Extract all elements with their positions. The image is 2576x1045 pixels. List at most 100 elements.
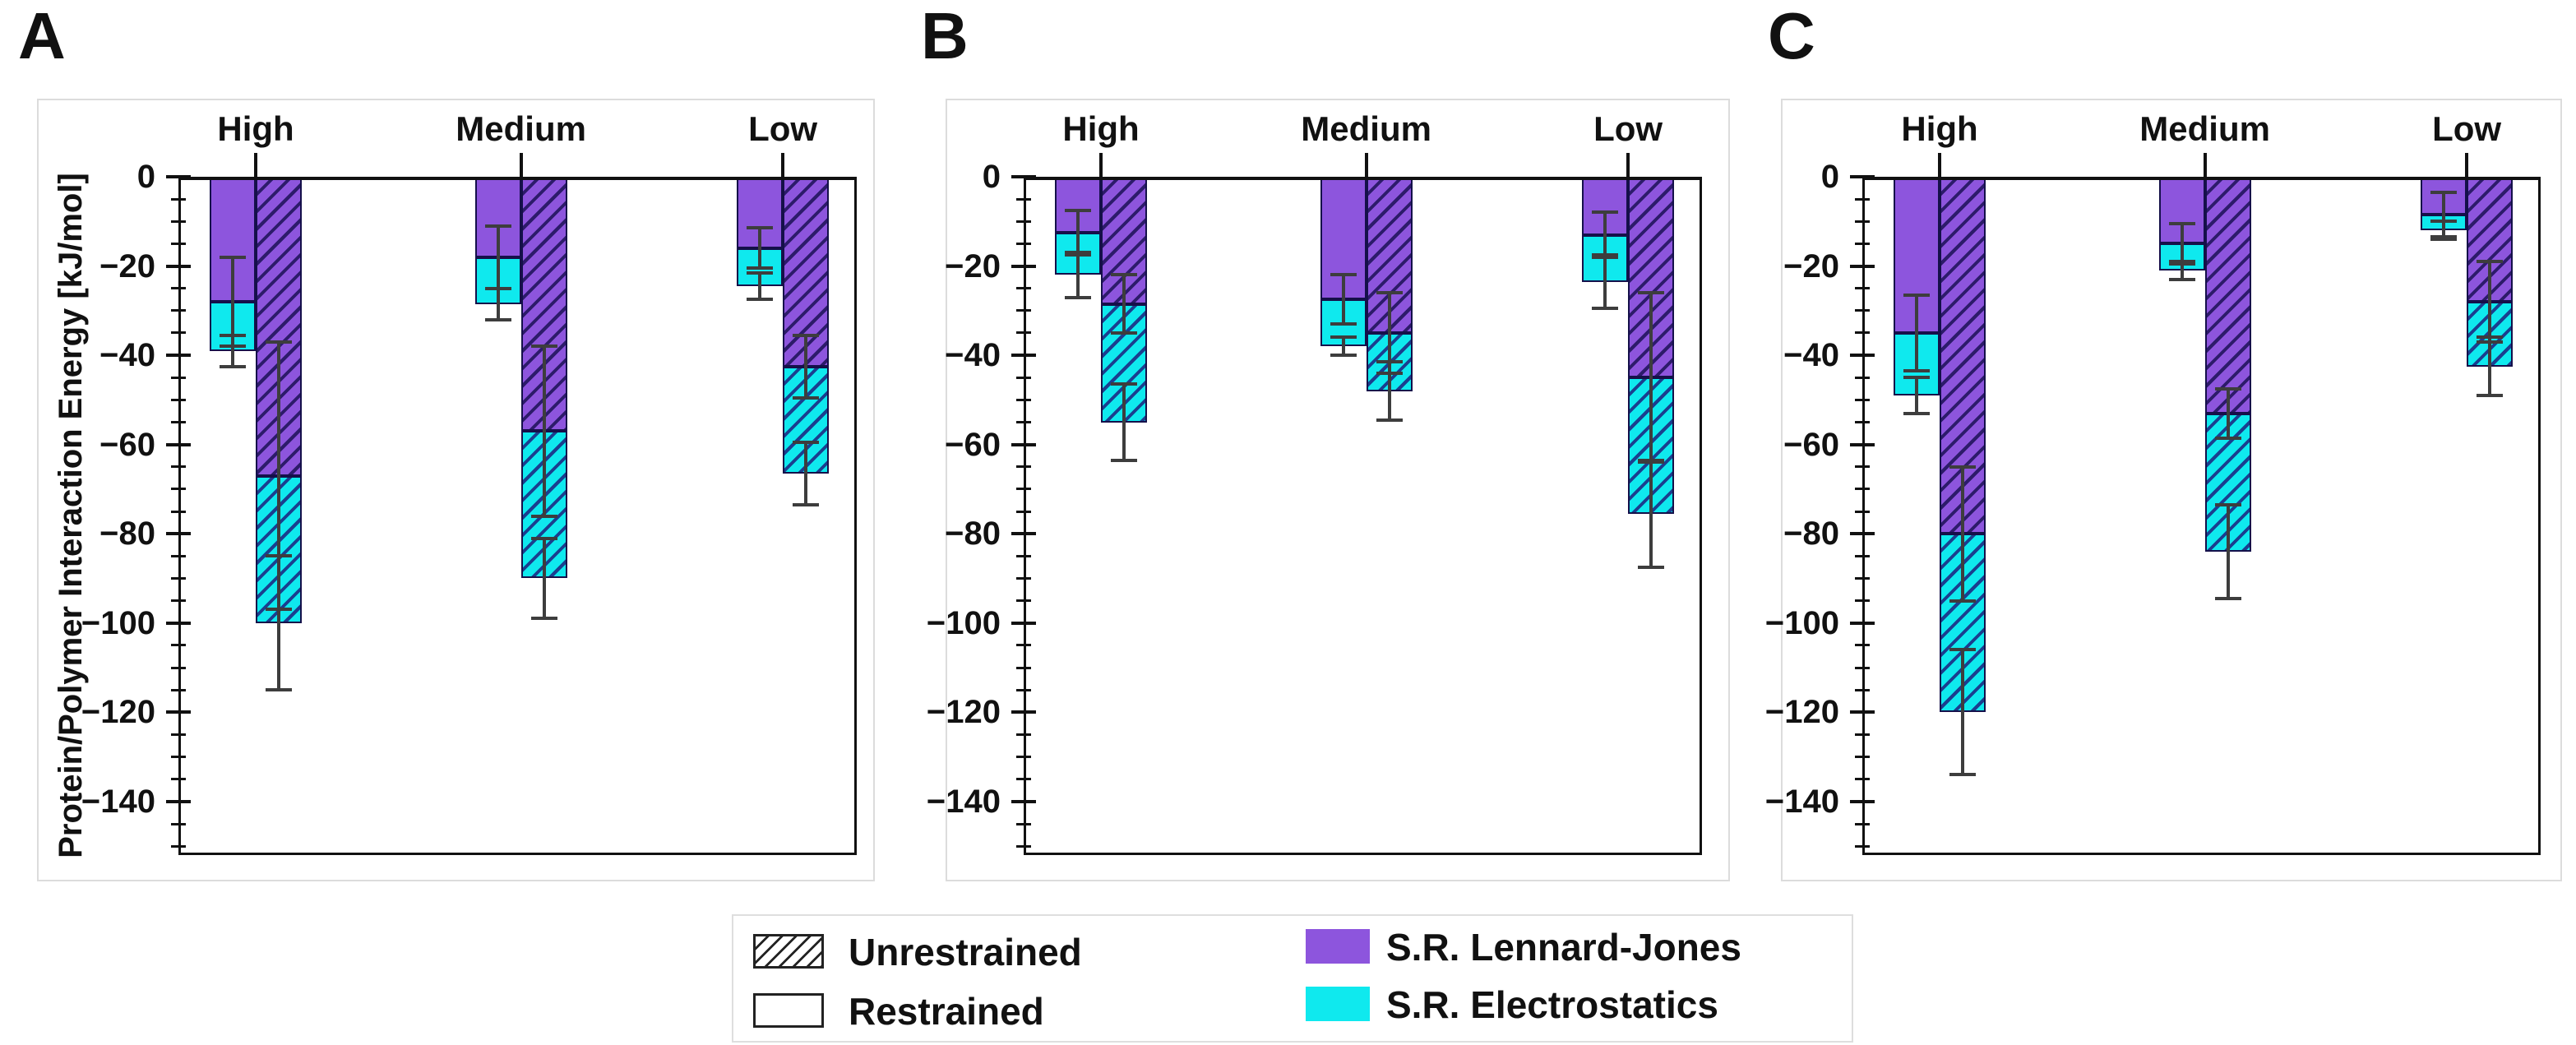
error-bar-a-high-restrained-boundary	[231, 257, 235, 347]
y-minor-tick	[1855, 197, 1870, 201]
y-minor-tick	[1855, 733, 1870, 736]
y-axis-title: Protein/Polymer Interaction Energy [kJ/m…	[53, 173, 89, 858]
error-bar-a-low-restrained-boundary-cap-top	[747, 226, 774, 230]
error-bar-a-low-unrestrained-total	[804, 442, 808, 505]
error-bar-a-medium-unrestrained-boundary-cap-bottom	[530, 514, 557, 518]
error-bar-c-high-unrestrained-boundary-cap-bottom	[1949, 599, 1977, 603]
legend-swatch-unrestrained-hatch	[753, 934, 824, 969]
y-minor-tick	[1855, 599, 1870, 603]
y-minor-tick	[1016, 376, 1031, 379]
y-major-tick	[1011, 354, 1036, 358]
error-bar-a-low-unrestrained-boundary-cap-top	[793, 333, 820, 337]
y-minor-tick	[1855, 822, 1870, 825]
y-minor-tick	[171, 287, 186, 290]
y-minor-tick	[171, 666, 186, 669]
y-tick-label: −60	[99, 426, 155, 463]
legend-label-unrestrained: Unrestrained	[849, 931, 1082, 973]
y-minor-tick	[1016, 287, 1031, 290]
y-tick-label: −40	[945, 337, 1001, 374]
y-major-tick	[166, 621, 191, 625]
error-bar-c-medium-unrestrained-boundary	[2226, 388, 2230, 438]
error-bar-c-high-restrained-total	[1915, 377, 1919, 414]
y-minor-tick	[1855, 220, 1870, 223]
y-minor-tick	[171, 242, 186, 245]
error-bar-c-low-restrained-total-cap-bottom	[2430, 237, 2458, 241]
y-minor-tick	[171, 398, 186, 401]
y-minor-tick	[171, 331, 186, 335]
category-tick-high	[1099, 153, 1103, 189]
error-bar-b-high-unrestrained-total	[1122, 384, 1126, 460]
error-bar-a-low-restrained-boundary	[758, 228, 762, 269]
y-minor-tick	[171, 220, 186, 223]
error-bar-c-low-restrained-boundary-cap-top	[2430, 190, 2458, 194]
error-bar-b-high-unrestrained-total-cap-bottom	[1111, 458, 1138, 462]
y-minor-tick	[1855, 644, 1870, 647]
y-minor-tick	[171, 510, 186, 513]
error-bar-a-high-unrestrained-total-cap-top	[266, 554, 293, 558]
error-bar-c-medium-restrained-total-cap-bottom	[2168, 277, 2195, 281]
category-label-low: Low	[1593, 109, 1663, 148]
y-minor-tick	[1016, 220, 1031, 223]
y-major-tick	[1850, 532, 1875, 536]
y-minor-tick	[1855, 778, 1870, 781]
error-bar-c-medium-restrained-boundary-cap-top	[2168, 221, 2195, 225]
category-tick-low	[781, 153, 785, 189]
error-bar-c-low-unrestrained-total-cap-top	[2477, 335, 2504, 340]
error-bar-c-medium-unrestrained-boundary-cap-bottom	[2214, 436, 2241, 440]
y-major-tick	[1850, 354, 1875, 358]
error-bar-b-medium-restrained-boundary-cap-bottom	[1330, 322, 1357, 326]
error-bar-c-low-restrained-total	[2442, 221, 2446, 239]
error-bar-c-high-unrestrained-total	[1961, 650, 1965, 775]
panel-c-zero-line	[1862, 177, 2541, 180]
category-tick-high	[1938, 153, 1942, 189]
y-major-tick	[1011, 264, 1036, 268]
legend-swatch-restrained-plain	[753, 993, 824, 1028]
y-minor-tick	[1855, 576, 1870, 580]
y-tick-label: −100	[1764, 604, 1839, 641]
panel-letter-c: C	[1768, 0, 1815, 72]
y-minor-tick	[1855, 376, 1870, 379]
category-label-low: Low	[2432, 109, 2502, 148]
error-bar-a-low-unrestrained-boundary	[804, 335, 808, 398]
error-bar-b-high-restrained-total-cap-top	[1065, 251, 1092, 255]
y-tick-label: −20	[945, 247, 1001, 284]
error-bar-a-medium-unrestrained-boundary	[542, 346, 546, 516]
y-major-tick	[1850, 621, 1875, 625]
y-minor-tick	[171, 376, 186, 379]
error-bar-b-high-unrestrained-boundary-cap-bottom	[1111, 331, 1138, 335]
y-minor-tick	[171, 197, 186, 201]
error-bar-b-low-restrained-total-cap-top	[1592, 252, 1619, 257]
y-minor-tick	[1016, 242, 1031, 245]
error-bar-b-low-unrestrained-boundary	[1649, 293, 1653, 463]
y-tick-label: 0	[1820, 159, 1839, 195]
panel-b-background-box	[946, 99, 1730, 881]
y-minor-tick	[1016, 309, 1031, 312]
y-tick-label: −80	[1783, 516, 1839, 553]
y-major-tick	[166, 710, 191, 714]
error-bar-b-low-unrestrained-total-cap-top	[1638, 458, 1665, 462]
error-bar-b-medium-unrestrained-total-cap-top	[1376, 360, 1403, 364]
y-major-tick	[1011, 799, 1036, 803]
error-bar-c-low-unrestrained-boundary	[2488, 261, 2492, 342]
category-label-medium: Medium	[456, 109, 586, 148]
error-bar-c-high-restrained-boundary-cap-top	[1903, 293, 1931, 297]
y-tick-label: −20	[99, 247, 155, 284]
error-bar-b-medium-unrestrained-total	[1387, 362, 1391, 420]
y-tick-label: −140	[926, 783, 1001, 820]
y-minor-tick	[1855, 510, 1870, 513]
error-bar-b-high-restrained-total	[1076, 252, 1080, 298]
error-bar-a-medium-unrestrained-total	[542, 538, 546, 619]
y-minor-tick	[171, 733, 186, 736]
error-bar-a-medium-restrained-total-cap-top	[484, 286, 511, 290]
y-minor-tick	[1855, 287, 1870, 290]
y-minor-tick	[1855, 554, 1870, 557]
category-tick-low	[2465, 153, 2469, 189]
y-minor-tick	[1016, 733, 1031, 736]
y-minor-tick	[1855, 421, 1870, 424]
y-minor-tick	[1855, 331, 1870, 335]
category-label-high: High	[1901, 109, 1978, 148]
error-bar-c-high-restrained-boundary	[1915, 294, 1919, 372]
y-tick-label: −40	[1783, 337, 1839, 374]
legend-swatch-electrostatics	[1306, 987, 1370, 1021]
legend-swatch-lennard-jones	[1306, 929, 1370, 964]
